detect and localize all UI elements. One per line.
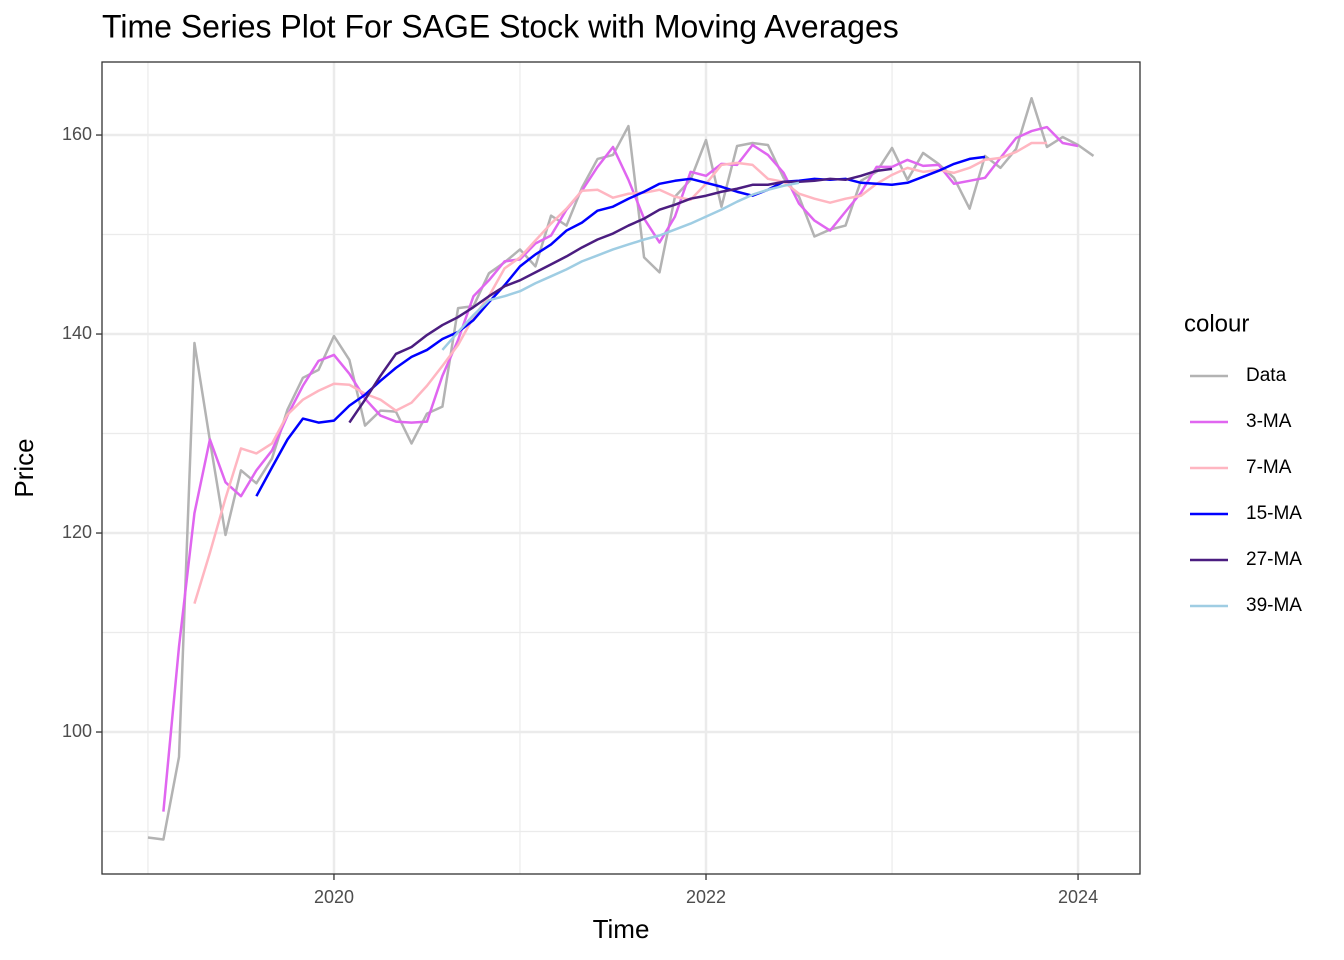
x-tick-label: 2020 bbox=[314, 887, 354, 907]
series-line bbox=[255, 155, 986, 497]
legend-title: colour bbox=[1184, 310, 1249, 337]
plot-lines bbox=[147, 96, 1095, 841]
y-axis-title: Price bbox=[9, 438, 39, 497]
legend: Data 3-MA 7-MA 15-MA 27-MA 39-MA bbox=[1190, 365, 1302, 616]
panel-border bbox=[101, 61, 1141, 875]
y-tick-label: 160 bbox=[62, 124, 92, 144]
legend-label: 39-MA bbox=[1246, 595, 1302, 616]
legend-label: 15-MA bbox=[1246, 503, 1302, 524]
x-tick-label: 2022 bbox=[686, 887, 726, 907]
x-tick-label: 2024 bbox=[1058, 887, 1098, 907]
axes: 2020 2022 2024 100 120 140 160 bbox=[62, 124, 1098, 907]
legend-label: 27-MA bbox=[1246, 549, 1302, 570]
x-axis-title: Time bbox=[593, 914, 650, 944]
series-line bbox=[147, 96, 1095, 841]
grid bbox=[102, 62, 1140, 874]
series-line bbox=[162, 125, 1079, 812]
y-tick-label: 140 bbox=[62, 323, 92, 343]
legend-label: 3-MA bbox=[1246, 411, 1292, 432]
chart-title: Time Series Plot For SAGE Stock with Mov… bbox=[102, 8, 899, 44]
series-line bbox=[193, 141, 1047, 605]
legend-label: 7-MA bbox=[1246, 457, 1292, 478]
y-tick-label: 120 bbox=[62, 522, 92, 542]
series-line bbox=[441, 181, 800, 351]
series-line bbox=[348, 167, 893, 424]
y-tick-label: 100 bbox=[62, 721, 92, 741]
legend-label: Data bbox=[1246, 365, 1287, 386]
